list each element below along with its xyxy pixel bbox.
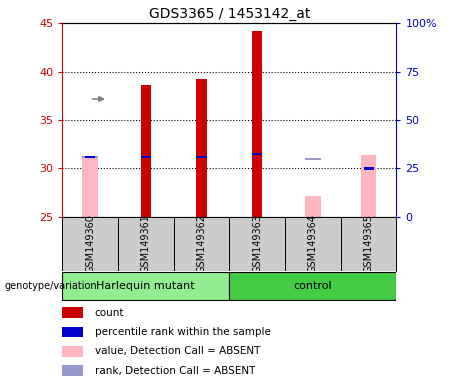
Bar [285, 217, 341, 271]
Title: GDS3365 / 1453142_at: GDS3365 / 1453142_at [148, 7, 310, 21]
Bar [82, 158, 98, 217]
Bar [174, 217, 229, 271]
Bar [82, 156, 98, 158]
Text: control: control [294, 281, 332, 291]
Text: GSM149361: GSM149361 [141, 214, 151, 273]
Text: count: count [95, 308, 124, 318]
Bar [341, 217, 396, 271]
Text: GSM149360: GSM149360 [85, 214, 95, 273]
Bar [118, 217, 174, 271]
Bar [229, 272, 396, 300]
Bar [62, 217, 118, 271]
Bar [196, 156, 207, 158]
Bar [361, 155, 376, 217]
Bar [364, 167, 373, 170]
Text: rank, Detection Call = ABSENT: rank, Detection Call = ABSENT [95, 366, 255, 376]
Bar [62, 307, 83, 318]
Text: GSM149362: GSM149362 [196, 214, 207, 273]
Text: GSM149365: GSM149365 [364, 214, 373, 273]
Text: GSM149363: GSM149363 [252, 214, 262, 273]
Bar [305, 195, 321, 217]
Bar [141, 156, 151, 158]
Bar [252, 153, 262, 155]
Bar [252, 31, 262, 217]
Text: Harlequin mutant: Harlequin mutant [96, 281, 195, 291]
Bar [305, 158, 321, 160]
Bar [229, 217, 285, 271]
Text: GSM149364: GSM149364 [308, 214, 318, 273]
Text: percentile rank within the sample: percentile rank within the sample [95, 327, 271, 337]
Bar [62, 272, 229, 300]
Text: value, Detection Call = ABSENT: value, Detection Call = ABSENT [95, 346, 260, 356]
Bar [141, 85, 151, 217]
Bar [62, 327, 83, 337]
Bar [62, 346, 83, 357]
Bar [196, 79, 207, 217]
Text: genotype/variation: genotype/variation [5, 281, 97, 291]
Bar [62, 366, 83, 376]
Bar [85, 156, 95, 158]
